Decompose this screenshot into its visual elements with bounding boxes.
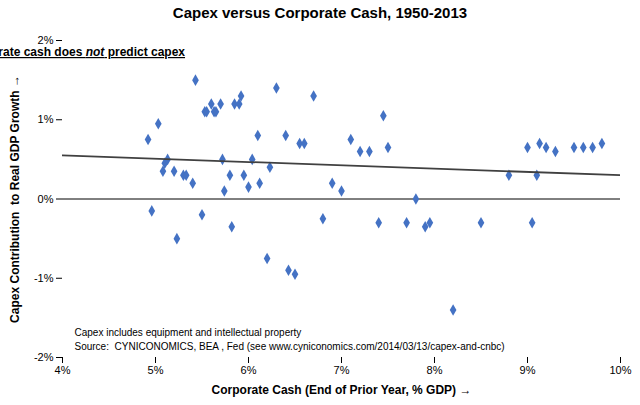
svg-text:6%: 6% (241, 364, 257, 376)
svg-text:0%: 0% (38, 193, 54, 205)
svg-text:9%: 9% (520, 364, 536, 376)
svg-text:Source: CYNICONOMICS, BEA , F: Source: CYNICONOMICS, BEA , Fed (see www… (75, 341, 505, 352)
svg-text:10%: 10% (609, 364, 631, 376)
svg-text:2%: 2% (37, 34, 54, 46)
svg-text:Capex includes equipment and i: Capex includes equipment and intellectua… (75, 327, 302, 338)
svg-text:Capex Contribution to Real GD: Capex Contribution to Real GDP Growth → (8, 75, 22, 323)
svg-text:5%: 5% (148, 364, 164, 376)
svg-text:Corporate cash does not predic: Corporate cash does not predict capex (0, 45, 185, 59)
svg-text:4%: 4% (55, 364, 71, 376)
svg-text:1%: 1% (38, 113, 54, 125)
svg-text:-2%: -2% (34, 351, 54, 363)
svg-text:-1%: -1% (34, 272, 54, 284)
svg-text:Corporate Cash (End of Prior Y: Corporate Cash (End of Prior Year, % GDP… (212, 383, 472, 397)
svg-text:7%: 7% (334, 364, 350, 376)
html-text:Capex versus Corporate Cash, 1: Capex versus Corporate Cash, 1950-2013 (172, 4, 468, 21)
svg-text:8%: 8% (427, 364, 443, 376)
